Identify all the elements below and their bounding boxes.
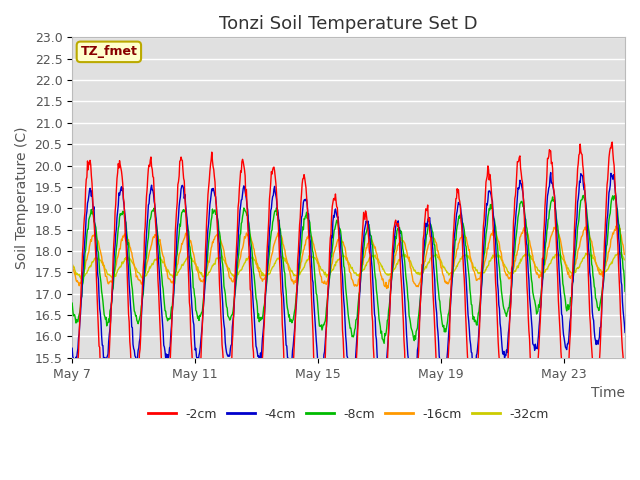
Title: Tonzi Soil Temperature Set D: Tonzi Soil Temperature Set D xyxy=(220,15,478,33)
Text: TZ_fmet: TZ_fmet xyxy=(81,45,138,59)
Legend: -2cm, -4cm, -8cm, -16cm, -32cm: -2cm, -4cm, -8cm, -16cm, -32cm xyxy=(143,403,554,425)
Y-axis label: Soil Temperature (C): Soil Temperature (C) xyxy=(15,126,29,269)
X-axis label: Time: Time xyxy=(591,386,625,400)
